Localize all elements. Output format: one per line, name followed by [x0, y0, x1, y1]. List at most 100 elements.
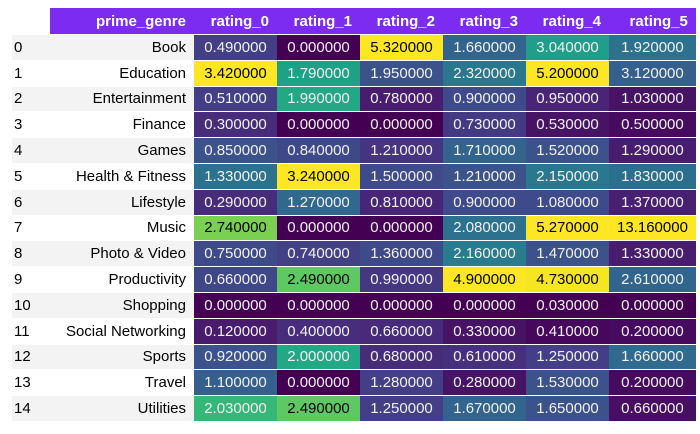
rating-cell: 1.830000 — [609, 163, 696, 190]
heatmap-table: prime_genre rating_0 rating_1 rating_2 r… — [12, 8, 696, 422]
rating-cell: 0.610000 — [443, 344, 526, 371]
rating-cell: 2.160000 — [443, 241, 526, 268]
rating-cell: 0.730000 — [443, 112, 526, 139]
row-index: 4 — [12, 138, 50, 164]
table-row: 1 Education 3.420000 1.790000 1.950000 2.3200… — [12, 60, 696, 87]
index-header — [12, 8, 50, 35]
rating-cell: 0.000000 — [277, 35, 360, 61]
row-index: 14 — [12, 396, 50, 422]
rating-cell: 1.210000 — [360, 138, 443, 164]
rating-cell: 0.000000 — [443, 292, 526, 319]
column-header-rating-1[interactable]: rating_1 — [277, 8, 360, 35]
rating-cell: 2.030000 — [194, 396, 277, 422]
rating-cell: 1.520000 — [526, 138, 609, 164]
table-row: 13 Travel 1.100000 0.000000 1.280000 0.280000… — [12, 370, 696, 397]
rating-cell: 1.360000 — [360, 241, 443, 268]
rating-cell: 0.780000 — [360, 86, 443, 113]
genre-cell: Book — [50, 35, 194, 61]
row-index: 3 — [12, 112, 50, 139]
rating-cell: 0.410000 — [526, 318, 609, 345]
row-index: 10 — [12, 292, 50, 319]
rating-cell: 1.250000 — [526, 344, 609, 371]
row-index: 2 — [12, 86, 50, 113]
table-row: 5 Health & Fitness 1.330000 3.240000 1.50000… — [12, 163, 696, 190]
rating-cell: 0.000000 — [360, 292, 443, 319]
genre-cell: Music — [50, 215, 194, 242]
rating-cell: 0.030000 — [526, 292, 609, 319]
rating-cell: 3.040000 — [526, 35, 609, 61]
rating-cell: 0.920000 — [194, 344, 277, 371]
rating-cell: 0.000000 — [277, 215, 360, 242]
rating-cell: 0.000000 — [277, 292, 360, 319]
rating-cell: 0.290000 — [194, 189, 277, 216]
rating-cell: 0.300000 — [194, 112, 277, 139]
table-row: 14 Utilities 2.030000 2.490000 1.250000 1.670… — [12, 396, 696, 422]
rating-cell: 1.500000 — [360, 163, 443, 190]
row-index: 1 — [12, 60, 50, 87]
rating-cell: 0.660000 — [609, 396, 696, 422]
rating-cell: 4.730000 — [526, 267, 609, 293]
table-row: 0 Book 0.490000 0.000000 5.320000 1.660000 3.0… — [12, 35, 696, 61]
rating-cell: 2.490000 — [277, 267, 360, 293]
rating-cell: 5.270000 — [526, 215, 609, 242]
rating-cell: 5.200000 — [526, 60, 609, 87]
rating-cell: 0.400000 — [277, 318, 360, 345]
row-index: 7 — [12, 215, 50, 242]
rating-cell: 0.000000 — [277, 370, 360, 397]
table-row: 12 Sports 0.920000 2.000000 0.680000 0.610000… — [12, 344, 696, 371]
genre-cell: Entertainment — [50, 86, 194, 113]
rating-cell: 0.900000 — [443, 86, 526, 113]
rating-cell: 0.000000 — [360, 215, 443, 242]
column-header-rating-2[interactable]: rating_2 — [360, 8, 443, 35]
rating-cell: 1.210000 — [443, 163, 526, 190]
rating-cell: 0.750000 — [194, 241, 277, 268]
table-row: 10 Shopping 0.000000 0.000000 0.000000 0.0000… — [12, 292, 696, 319]
rating-cell: 1.370000 — [609, 189, 696, 216]
rating-cell: 0.660000 — [194, 267, 277, 293]
column-header-rating-3[interactable]: rating_3 — [443, 8, 526, 35]
rating-cell: 0.490000 — [194, 35, 277, 61]
rating-cell: 1.660000 — [443, 35, 526, 61]
rating-cell: 0.000000 — [609, 292, 696, 319]
rating-cell: 5.320000 — [360, 35, 443, 61]
rating-cell: 0.000000 — [277, 112, 360, 139]
column-header-rating-4[interactable]: rating_4 — [526, 8, 609, 35]
rating-cell: 0.200000 — [609, 318, 696, 345]
rating-cell: 0.500000 — [609, 112, 696, 139]
rating-cell: 1.290000 — [609, 138, 696, 164]
rating-cell: 1.710000 — [443, 138, 526, 164]
rating-cell: 0.840000 — [277, 138, 360, 164]
rating-cell: 1.920000 — [609, 35, 696, 61]
rating-cell: 0.850000 — [194, 138, 277, 164]
genre-cell: Photo & Video — [50, 241, 194, 268]
rating-cell: 2.080000 — [443, 215, 526, 242]
rating-cell: 0.530000 — [526, 112, 609, 139]
rating-cell: 1.080000 — [526, 189, 609, 216]
rating-cell: 0.990000 — [360, 267, 443, 293]
rating-cell: 1.650000 — [526, 396, 609, 422]
column-header-rating-5[interactable]: rating_5 — [609, 8, 696, 35]
table-row: 8 Photo & Video 0.750000 0.740000 1.360000 2.… — [12, 241, 696, 268]
rating-cell: 2.490000 — [277, 396, 360, 422]
rating-cell: 1.250000 — [360, 396, 443, 422]
rating-cell: 1.660000 — [609, 344, 696, 371]
rating-cell: 0.680000 — [360, 344, 443, 371]
rating-cell: 0.950000 — [526, 86, 609, 113]
rating-cell: 4.900000 — [443, 267, 526, 293]
rating-cell: 3.420000 — [194, 60, 277, 87]
rating-cell: 2.610000 — [609, 267, 696, 293]
row-index: 13 — [12, 370, 50, 397]
header-row: prime_genre rating_0 rating_1 rating_2 r… — [12, 8, 696, 35]
rating-cell: 2.740000 — [194, 215, 277, 242]
genre-cell: Utilities — [50, 396, 194, 422]
rating-cell: 13.160000 — [609, 215, 696, 242]
rating-cell: 0.810000 — [360, 189, 443, 216]
rating-cell: 0.200000 — [609, 370, 696, 397]
genre-cell: Productivity — [50, 267, 194, 293]
table-row: 4 Games 0.850000 0.840000 1.210000 1.710000 1.… — [12, 138, 696, 164]
table-row: 2 Entertainment 0.510000 1.990000 0.780000 0.… — [12, 86, 696, 113]
column-header-prime-genre[interactable]: prime_genre — [50, 8, 194, 35]
row-index: 6 — [12, 189, 50, 216]
column-header-rating-0[interactable]: rating_0 — [194, 8, 277, 35]
